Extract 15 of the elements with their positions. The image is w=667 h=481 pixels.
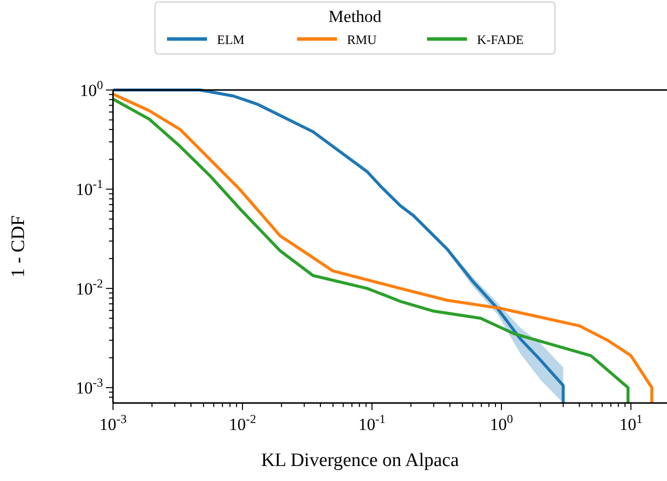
y-tick-label: 10$^{0}$ — [80, 78, 103, 100]
legend-label: ELM — [217, 32, 245, 47]
x-tick-label: 10$^{0}$ — [490, 412, 513, 434]
legend-label: K-FADE — [477, 32, 524, 47]
x-axis-title: KL Divergence on Alpaca — [261, 450, 460, 471]
legend-title: Method — [328, 7, 382, 26]
y-tick-label: 10$^{-1}$ — [76, 177, 103, 200]
x-tick-label: 10$^{-1}$ — [358, 412, 386, 434]
y-tick-label: 10$^{-3}$ — [76, 376, 103, 398]
x-tick-label: 10$^{-2}$ — [228, 412, 256, 434]
x-tick-label: 10$^{-3}$ — [99, 412, 127, 434]
legend-label: RMU — [347, 32, 378, 47]
x-tick-label: 10$^{1}$ — [619, 412, 642, 434]
y-tick-label: 10$^{-2}$ — [76, 276, 103, 298]
y-axis-title: 1 - CDF — [8, 215, 29, 278]
